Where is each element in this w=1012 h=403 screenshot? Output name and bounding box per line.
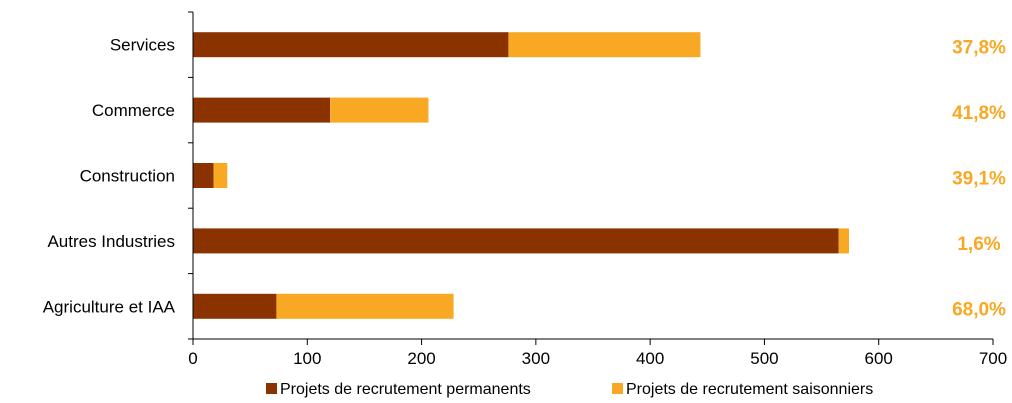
- bar-agriculture-et-iaa-permanents: [193, 293, 277, 319]
- x-tick-label-700: 700: [979, 349, 1007, 368]
- bar-construction-permanents: [193, 163, 214, 188]
- x-tick-label-400: 400: [636, 349, 664, 368]
- bar-construction-saisonniers: [213, 163, 228, 188]
- x-tick-label-200: 200: [407, 349, 435, 368]
- x-tick-label-0: 0: [188, 349, 197, 368]
- percent-label-services: 37,8%: [952, 38, 1006, 59]
- category-label-services: Services: [110, 36, 175, 55]
- axes-layer: 0 100 200 300 400 500 600 700: [188, 11, 1007, 368]
- legend: Projets de recrutement permanents Projets…: [266, 381, 873, 398]
- bar-services-permanents: [193, 32, 509, 58]
- category-label-agriculture-et-iaa: Agriculture et IAA: [43, 297, 176, 316]
- percent-label-agriculture-et-iaa: 68,0%: [952, 299, 1006, 320]
- legend-swatch-permanents: [266, 383, 277, 394]
- legend-swatch-saisonniers: [612, 383, 623, 394]
- x-tick-label-500: 500: [750, 349, 778, 368]
- percent-label-autres-industries: 1,6%: [957, 234, 1000, 255]
- percent-label-construction: 39,1%: [952, 169, 1006, 190]
- legend-label-saisonniers: Projets de recrutement saisonniers: [626, 381, 873, 398]
- bar-autres-industries-permanents: [193, 228, 839, 254]
- x-tick-label-300: 300: [522, 349, 550, 368]
- bar-commerce-saisonniers: [330, 97, 429, 123]
- bars-layer: [193, 32, 849, 319]
- bar-services-saisonniers: [508, 32, 701, 58]
- category-label-construction: Construction: [80, 167, 175, 186]
- category-label-commerce: Commerce: [92, 101, 175, 120]
- x-tick-label-100: 100: [293, 349, 321, 368]
- bar-agriculture-et-iaa-saisonniers: [276, 293, 454, 319]
- legend-label-permanents: Projets de recrutement permanents: [280, 381, 531, 398]
- category-label-autres-industries: Autres Industries: [47, 232, 175, 251]
- x-tick-label-600: 600: [865, 349, 893, 368]
- labels-layer: Services 37,8% Commerce 41,8% Construction 39…: [43, 36, 1006, 321]
- bar-autres-industries-saisonniers: [838, 228, 849, 254]
- percent-label-commerce: 41,8%: [952, 103, 1006, 124]
- bar-commerce-permanents: [193, 97, 331, 123]
